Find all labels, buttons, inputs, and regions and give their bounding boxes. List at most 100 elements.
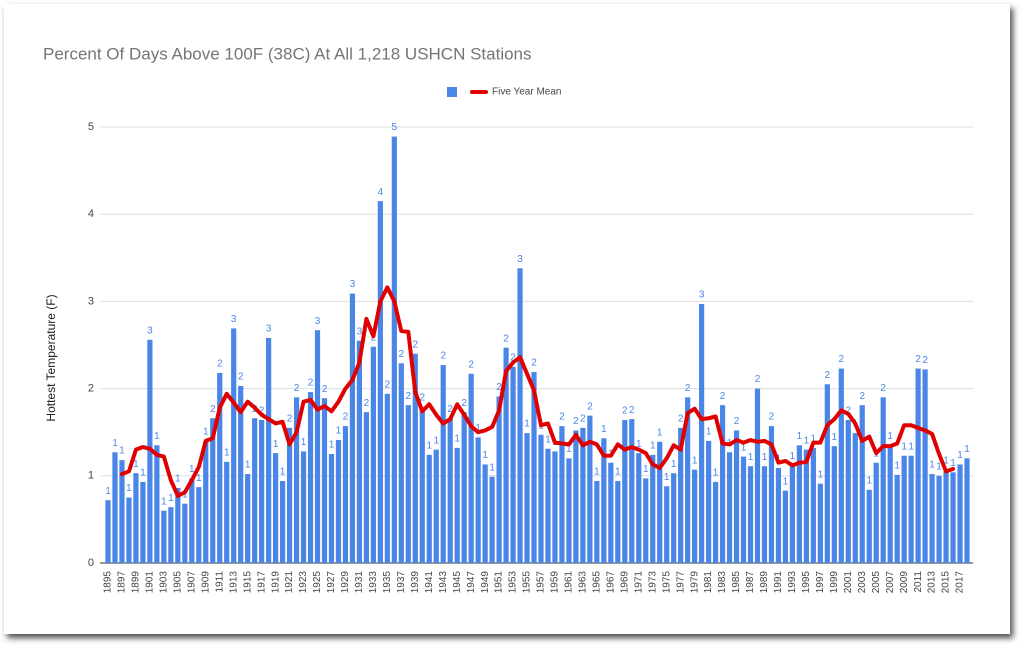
data-label: 2 <box>468 359 474 370</box>
bar <box>706 440 712 563</box>
bar <box>629 419 635 563</box>
data-label: 2 <box>364 398 370 409</box>
data-label: 1 <box>140 468 146 479</box>
data-label: 3 <box>517 254 523 265</box>
x-tick-label: 1895 <box>103 571 114 594</box>
data-label: 4 <box>378 187 384 198</box>
bar <box>894 474 900 563</box>
bar <box>699 304 705 563</box>
data-label: 2 <box>922 355 928 366</box>
bar <box>468 373 474 563</box>
bar <box>782 490 789 563</box>
data-label: 2 <box>238 372 244 383</box>
x-tick-label: 1907 <box>186 571 197 594</box>
data-label: 5 <box>392 122 398 133</box>
bar <box>447 418 453 563</box>
data-label: 3 <box>699 290 705 301</box>
x-tick-label: 1927 <box>326 571 337 594</box>
data-label: 1 <box>161 496 167 507</box>
bar <box>356 340 363 563</box>
x-tick-label: 1925 <box>312 571 323 594</box>
x-tick-label: 1911 <box>214 571 225 593</box>
data-label: 2 <box>580 413 586 424</box>
bar <box>678 427 684 563</box>
data-label: 1 <box>119 446 125 457</box>
bar <box>140 481 146 563</box>
bar <box>300 451 307 563</box>
bar <box>503 347 509 563</box>
x-tick-label: 1997 <box>815 571 826 594</box>
x-tick-label: 1999 <box>829 571 840 594</box>
x-tick-label: 1983 <box>717 571 728 594</box>
bar <box>712 481 719 563</box>
bar <box>622 419 628 563</box>
x-tick-label: 1915 <box>242 571 253 594</box>
bar <box>175 488 181 563</box>
data-label: 1 <box>329 440 335 451</box>
data-label: 2 <box>287 413 293 424</box>
bar <box>266 338 272 563</box>
bar <box>252 418 258 563</box>
data-label: 1 <box>671 459 677 470</box>
data-label: 1 <box>832 432 838 443</box>
x-tick-label: 1905 <box>172 571 183 594</box>
data-label: 1 <box>196 473 202 484</box>
x-tick-label: 1963 <box>578 571 589 594</box>
bar <box>936 475 942 563</box>
line <box>119 285 956 498</box>
x-tick-label: 1979 <box>689 571 700 594</box>
bar <box>545 448 551 563</box>
bar <box>238 385 244 563</box>
x-tick-label: 1929 <box>340 571 351 594</box>
bar <box>105 500 111 563</box>
data-label: 1 <box>224 447 230 458</box>
x-tick-label: 2013 <box>927 571 938 594</box>
data-label: 2 <box>399 349 405 360</box>
bar <box>510 366 516 563</box>
bar <box>915 368 921 563</box>
x-tick-label: 2011 <box>913 571 924 593</box>
x-tick-label: 1955 <box>522 571 533 594</box>
bar <box>761 466 768 563</box>
x-tick-label: 1973 <box>647 571 658 594</box>
x-tick-label: 1985 <box>731 571 742 594</box>
data-label: 1 <box>818 469 824 480</box>
data-label: 1 <box>964 444 970 455</box>
bar <box>957 464 963 563</box>
data-label: 1 <box>887 431 893 442</box>
bar <box>217 372 223 563</box>
data-label: 1 <box>650 441 656 452</box>
bar <box>335 440 342 563</box>
data-label: 1 <box>175 474 181 485</box>
data-label: 1 <box>475 423 481 434</box>
bar <box>657 441 663 563</box>
bar <box>740 456 747 563</box>
data-label: 2 <box>755 374 761 385</box>
bar <box>433 449 439 563</box>
x-tick-label: 1933 <box>368 571 379 594</box>
y-tick-label: 0 <box>88 557 94 569</box>
bar <box>950 472 956 563</box>
bar <box>349 293 356 563</box>
bar <box>363 412 369 563</box>
x-tick-label: 1967 <box>605 571 616 594</box>
bar <box>245 474 251 563</box>
data-label: 1 <box>203 427 209 438</box>
x-tick-label: 1949 <box>480 571 491 594</box>
data-label: 1 <box>804 435 810 446</box>
data-label: 3 <box>350 279 356 290</box>
bar <box>161 510 167 563</box>
bar <box>559 426 565 563</box>
data-label: 3 <box>315 316 321 327</box>
bar <box>733 430 740 563</box>
data-label: 1 <box>929 460 935 471</box>
data-label: 2 <box>259 406 265 417</box>
x-tick-label: 1897 <box>117 571 128 594</box>
x-tick-label: 1993 <box>787 571 798 594</box>
data-label: 2 <box>685 383 691 394</box>
bar <box>775 467 782 563</box>
bar <box>196 487 202 563</box>
bar <box>810 447 816 563</box>
legend-swatch <box>447 87 457 97</box>
data-label: 1 <box>154 431 160 442</box>
